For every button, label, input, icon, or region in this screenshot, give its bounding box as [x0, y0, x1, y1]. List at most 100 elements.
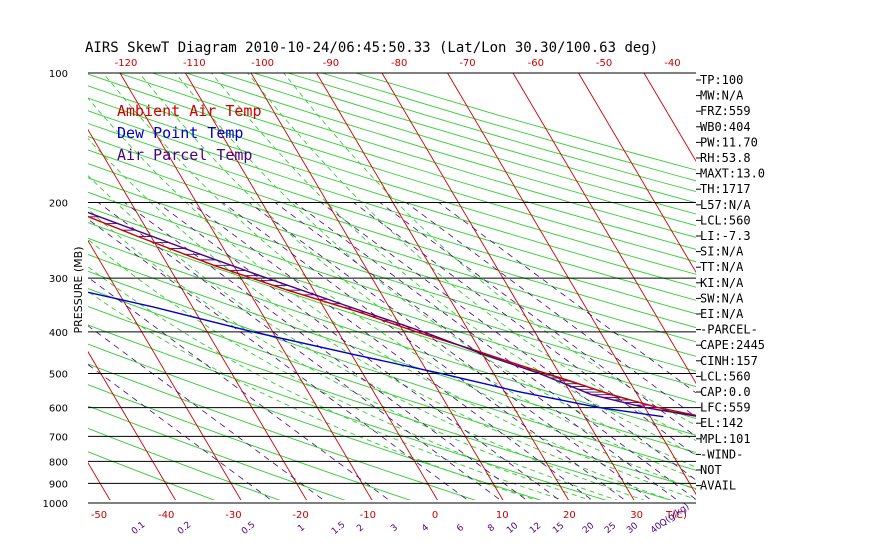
legend-ambient: Ambient Air Temp	[117, 102, 262, 120]
mixing-ratio-line	[222, 202, 626, 500]
bottom-temp-tick-label: 10	[496, 510, 509, 521]
stability-index-label: TH:1717	[700, 182, 751, 196]
isotherms	[88, 72, 696, 500]
isotherm-line	[119, 72, 373, 500]
top-temp-tick-label: -90	[323, 58, 339, 69]
top-temp-tick-label: -100	[251, 58, 274, 69]
mixing-ratio-tick-label: 1.5	[330, 520, 347, 537]
stability-index-label: NOT	[700, 463, 722, 477]
dry-adiabat-line	[88, 73, 696, 263]
stability-index-label: RH:53.8	[700, 151, 751, 165]
dry-adiabat-line	[88, 254, 696, 453]
bottom-temp-tick-label: -40	[158, 510, 174, 521]
stability-index-label: CAP:0.0	[700, 385, 751, 399]
mixing-ratio-tick-label: 25	[603, 521, 618, 536]
dry-adiabat-line	[88, 305, 672, 500]
stability-index-label: TT:N/A	[700, 260, 744, 274]
stability-index-label: LI:-7.3	[700, 229, 751, 243]
bottom-temp-tick-label: -10	[360, 510, 376, 521]
stability-index-label: EI:N/A	[700, 307, 744, 321]
dry-adiabat-line	[321, 72, 696, 182]
top-temp-tick-label: -40	[664, 58, 680, 69]
pressure-tick-label: 900	[49, 479, 68, 490]
dry-adiabat-line	[88, 324, 607, 500]
stability-index-label: LCL:560	[700, 213, 751, 227]
dry-adiabat-line	[253, 72, 696, 204]
mixing-ratio-tick-label: 0.2	[176, 520, 193, 537]
mixing-ratio-tick-label: 4	[420, 523, 431, 535]
mixing-ratio-line	[97, 202, 501, 500]
stability-index-label: LCL:560	[700, 369, 751, 383]
mixing-ratio-ticks: 0.1 0.2 0.5 1 1.5 2 3 4 6 8 10 12 15 20 25 30 40	[130, 520, 665, 537]
mixing-ratio-tick-label: 12	[528, 521, 543, 536]
moist-adiabat-line	[88, 97, 696, 500]
moist-adiabat-line	[88, 175, 645, 500]
stability-index-label: MPL:101	[700, 432, 751, 446]
pressure-tick-label: 500	[49, 370, 68, 381]
stability-index-label: CINH:157	[700, 354, 758, 368]
profile-line	[88, 215, 696, 417]
x-axis-label: T(C)	[665, 510, 687, 521]
pressure-tick-label: 300	[49, 274, 68, 285]
moist-adiabat-line	[283, 72, 696, 426]
mixing-ratio-tick-label: 3	[389, 523, 400, 534]
mixing-ratio-tick-label: 20	[581, 521, 596, 536]
legend-parcel: Air Parcel Temp	[117, 146, 252, 164]
stability-index-label: MW:N/A	[700, 89, 744, 103]
stability-index-label: SI:N/A	[700, 245, 744, 259]
mixing-ratio-line	[189, 202, 593, 500]
bottom-temp-tick-label: 20	[563, 510, 576, 521]
mixing-ratio-tick-label: 8	[486, 523, 497, 535]
dry-adiabat-line	[88, 363, 477, 500]
mixing-ratio-tick-label: 0.5	[240, 520, 257, 537]
isotherm-line	[447, 72, 696, 496]
dry-adiabat-line	[88, 384, 411, 500]
stability-index-label: PW:11.70	[700, 135, 758, 149]
mixing-ratio-line	[353, 202, 696, 457]
stability-index-label: KI:N/A	[700, 276, 744, 290]
bottom-temp-tick-label: -50	[91, 510, 107, 521]
top-temp-tick-label: -50	[596, 58, 612, 69]
mixing-ratio-line	[405, 202, 696, 418]
bottom-temp-tick-label: -30	[225, 510, 241, 521]
legend: Ambient Air Temp Dew Point Temp Air Parc…	[117, 102, 262, 164]
y-axis-label: PRESSURE (MB)	[72, 247, 85, 334]
pressure-tick-label: 700	[49, 432, 68, 443]
pressure-tick-label: 400	[49, 328, 68, 339]
dry-adiabat-line	[88, 427, 281, 500]
dry-adiabat-line	[88, 177, 696, 372]
mixing-ratio-line	[379, 202, 696, 437]
isobars	[88, 72, 696, 504]
stability-index-label: LFC:559	[700, 401, 751, 415]
stability-index-label: EL:142	[700, 416, 743, 430]
top-temp-tick-label: -80	[391, 58, 407, 69]
isotherm-line	[578, 72, 696, 274]
moist-adiabat-line	[88, 208, 619, 500]
mixing-ratio-line	[88, 364, 272, 500]
top-temp-tick-label: -120	[115, 58, 138, 69]
isotherm-line	[88, 350, 176, 500]
isotherm-line	[643, 72, 696, 163]
dry-adiabat-line	[88, 405, 346, 500]
pressure-tick-label: 200	[49, 198, 68, 209]
mixing-ratio-tick-label: 2	[355, 523, 366, 534]
stability-index-label: -PARCEL-	[700, 323, 758, 337]
pressure-tick-label: 100	[49, 69, 68, 80]
isotherm-line	[88, 239, 242, 500]
stability-index-label: SW:N/A	[700, 291, 744, 305]
moist-adiabat-line	[138, 72, 696, 480]
dry-adiabat-line	[88, 110, 696, 301]
moist-adiabat-line	[247, 72, 696, 442]
top-temp-tick-label: -110	[183, 58, 206, 69]
top-temperature-ticks: -120 -110 -100 -90 -80 -70 -60 -50 -40	[115, 58, 681, 69]
mixing-ratio-tick-label: 6	[455, 523, 466, 535]
moist-adiabat-line	[88, 137, 672, 500]
isotherm-line	[381, 72, 635, 500]
dry-adiabat-line	[88, 85, 696, 275]
cape-hatching	[88, 216, 694, 416]
bottom-temp-tick-label: -20	[292, 510, 308, 521]
mixing-ratio-tick-label: 15	[551, 521, 566, 536]
isotherm-line	[250, 72, 504, 500]
